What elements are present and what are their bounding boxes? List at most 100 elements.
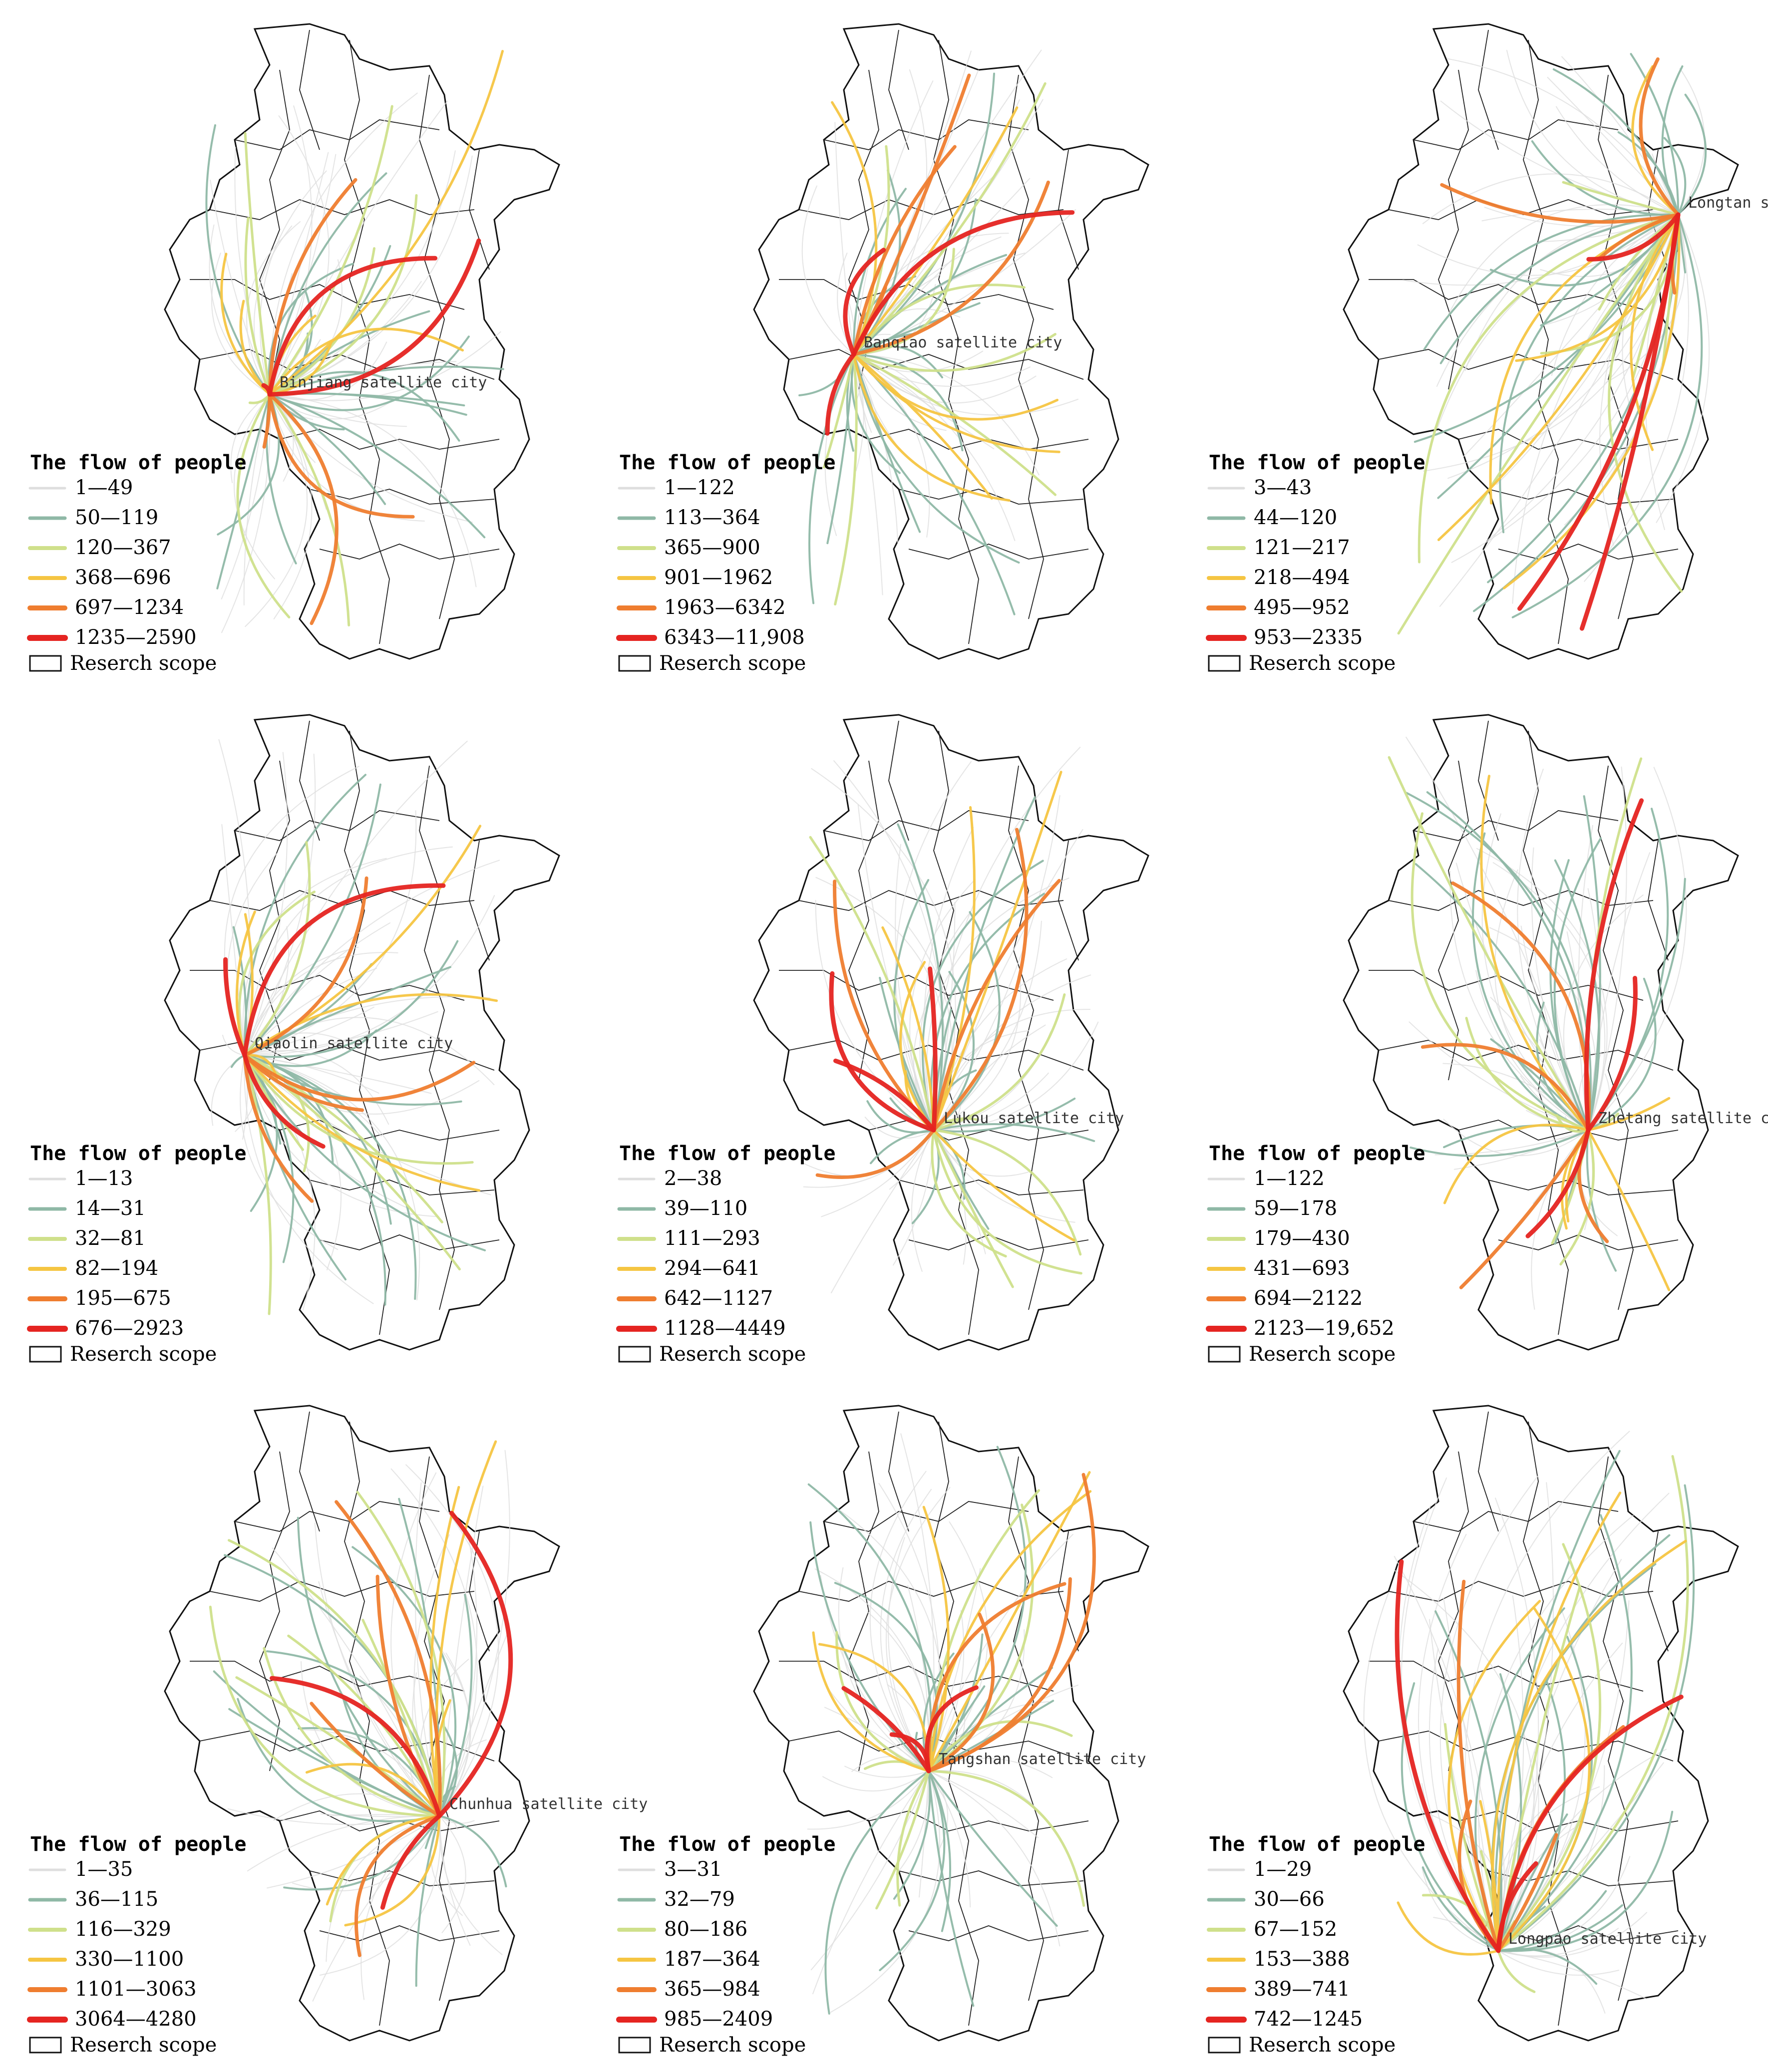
flow-line-class-1 — [244, 1055, 432, 1094]
flow-line-class-2 — [269, 365, 504, 395]
district-boundary — [299, 720, 320, 841]
legend-label-class-3: 32—81 — [75, 1227, 146, 1250]
flow-line-class-1 — [1588, 852, 1651, 1131]
flow-line-class-5 — [932, 828, 1029, 1132]
flow-line-class-3 — [235, 1676, 441, 1817]
flow-line-class-5 — [927, 1612, 995, 1773]
flow-line-class-3 — [1559, 1129, 1595, 1266]
satellite-city-label: Chunhua satellite city — [449, 1795, 648, 1813]
flow-line-class-1 — [1449, 871, 1589, 1131]
flow-line-class-3 — [1397, 213, 1680, 635]
flow-line-class-4 — [1447, 1600, 1541, 1952]
flow-line-class-1 — [1464, 1431, 1630, 1951]
flow-line-class-6 — [242, 883, 446, 1058]
district-boundary — [419, 765, 455, 1310]
satellite-city-label: Zhetang satellite city — [1598, 1110, 1768, 1127]
flow-line-class-3 — [268, 194, 418, 396]
research-scope-boundary — [1343, 1405, 1739, 2042]
flow-line-class-1 — [1584, 214, 1689, 582]
flow-line-class-1 — [267, 1815, 440, 1889]
flow-line-class-2 — [1549, 859, 1589, 1131]
legend-label-class-5: 365—984 — [664, 1978, 760, 2001]
flow-line-class-2 — [244, 1054, 295, 1263]
scope-swatch — [29, 1346, 62, 1363]
flow-line-class-2 — [1489, 214, 1679, 287]
legend-label-class-2: 39—110 — [664, 1197, 747, 1220]
flow-line-class-2 — [1423, 213, 1679, 350]
flow-line-class-3 — [1555, 1114, 1590, 1133]
legend-label-class-6: 6343—11,908 — [664, 626, 805, 649]
flow-line-class-4 — [899, 961, 935, 1132]
district-boundary — [1058, 149, 1079, 270]
flow-line-class-6 — [843, 248, 886, 357]
flow-line-class-6 — [1395, 1559, 1501, 1953]
scope-label: Reserch scope — [70, 2034, 217, 2057]
flow-line-class-3 — [927, 1720, 1073, 1773]
map-panel-1: Binjiang satellite city The flow of peopl… — [27, 23, 560, 675]
flow-line-class-2 — [853, 353, 964, 452]
flow-line-class-6 — [1525, 1128, 1591, 1238]
flow-line-class-2 — [928, 1770, 1058, 1927]
flow-line-class-6 — [437, 1510, 513, 1818]
flow-line-class-1 — [269, 281, 422, 395]
district-boundary — [234, 810, 440, 841]
flow-line-class-1 — [1481, 209, 1679, 222]
flow-line-class-2 — [1663, 137, 1687, 216]
legend-title: The flow of people — [1209, 1142, 1425, 1165]
flow-line-class-2 — [1410, 1129, 1589, 1157]
district-boundary — [1523, 1421, 1569, 2026]
flow-line-class-2 — [824, 1770, 930, 2015]
legend-title: The flow of people — [30, 1142, 246, 1165]
legend-label-class-6: 742—1245 — [1254, 2008, 1363, 2031]
flow-line-class-2 — [1586, 1129, 1617, 1272]
flow-line-class-1 — [923, 827, 974, 1131]
district-boundary — [1498, 1925, 1679, 1941]
flow-line-class-1 — [390, 1468, 478, 1816]
flow-line-class-2 — [244, 1054, 417, 1300]
flow-line-class-2 — [808, 353, 855, 604]
district-boundary — [1478, 1411, 1499, 1532]
flow-line-class-5 — [268, 392, 415, 519]
flow-line-class-4 — [1437, 213, 1680, 541]
flow-line-class-6 — [833, 1058, 936, 1133]
flow-line-class-2 — [928, 1446, 1027, 1772]
flow-line-class-5 — [375, 1574, 441, 1818]
district-boundary — [1413, 119, 1619, 150]
flow-line-class-1 — [822, 1771, 929, 1791]
flow-line-class-1 — [1512, 214, 1679, 604]
flow-line-class-2 — [1497, 1673, 1522, 1952]
flow-line-class-1 — [869, 1471, 929, 1772]
flow-line-class-5 — [1459, 1128, 1590, 1289]
legend-label-class-5: 495—952 — [1254, 596, 1350, 619]
district-boundary — [1478, 720, 1499, 841]
scope-label: Reserch scope — [1249, 652, 1396, 675]
flow-line-class-3 — [243, 1054, 474, 1165]
flow-line-class-1 — [844, 1766, 929, 1778]
legend-label-class-1: 3—31 — [664, 1858, 722, 1881]
flow-line-class-1 — [221, 394, 271, 633]
scope-swatch — [618, 2037, 651, 2054]
flow-line-class-1 — [919, 910, 972, 1131]
flow-line-class-1 — [1520, 925, 1589, 1131]
flow-line-class-1 — [928, 1771, 1061, 1947]
flow-line-class-1 — [864, 1117, 934, 1139]
flow-line-class-2 — [1497, 1813, 1568, 1952]
flow-line-class-3 — [263, 1647, 441, 1817]
map-panel-2: Banqiao satellite city The flow of people… — [616, 23, 1149, 675]
flow-line-class-1 — [1394, 1570, 1535, 1951]
legend-label-class-2: 14—31 — [75, 1197, 146, 1220]
flow-line-class-3 — [1497, 1543, 1602, 1952]
map-panel-7: Chunhua satellite city The flow of people… — [27, 1405, 648, 2057]
scope-label: Reserch scope — [1249, 1343, 1396, 1366]
satellite-city-label: Qiaolin satellite city — [255, 1035, 453, 1052]
district-boundary — [1378, 349, 1674, 380]
flow-line-class-1 — [439, 1450, 510, 1816]
scope-swatch — [618, 655, 651, 672]
flow-line-class-2 — [244, 1054, 334, 1165]
flow-line-class-4 — [243, 993, 498, 1057]
flow-line-class-3 — [1417, 213, 1680, 564]
legend-label-class-4: 901—1962 — [664, 566, 773, 589]
